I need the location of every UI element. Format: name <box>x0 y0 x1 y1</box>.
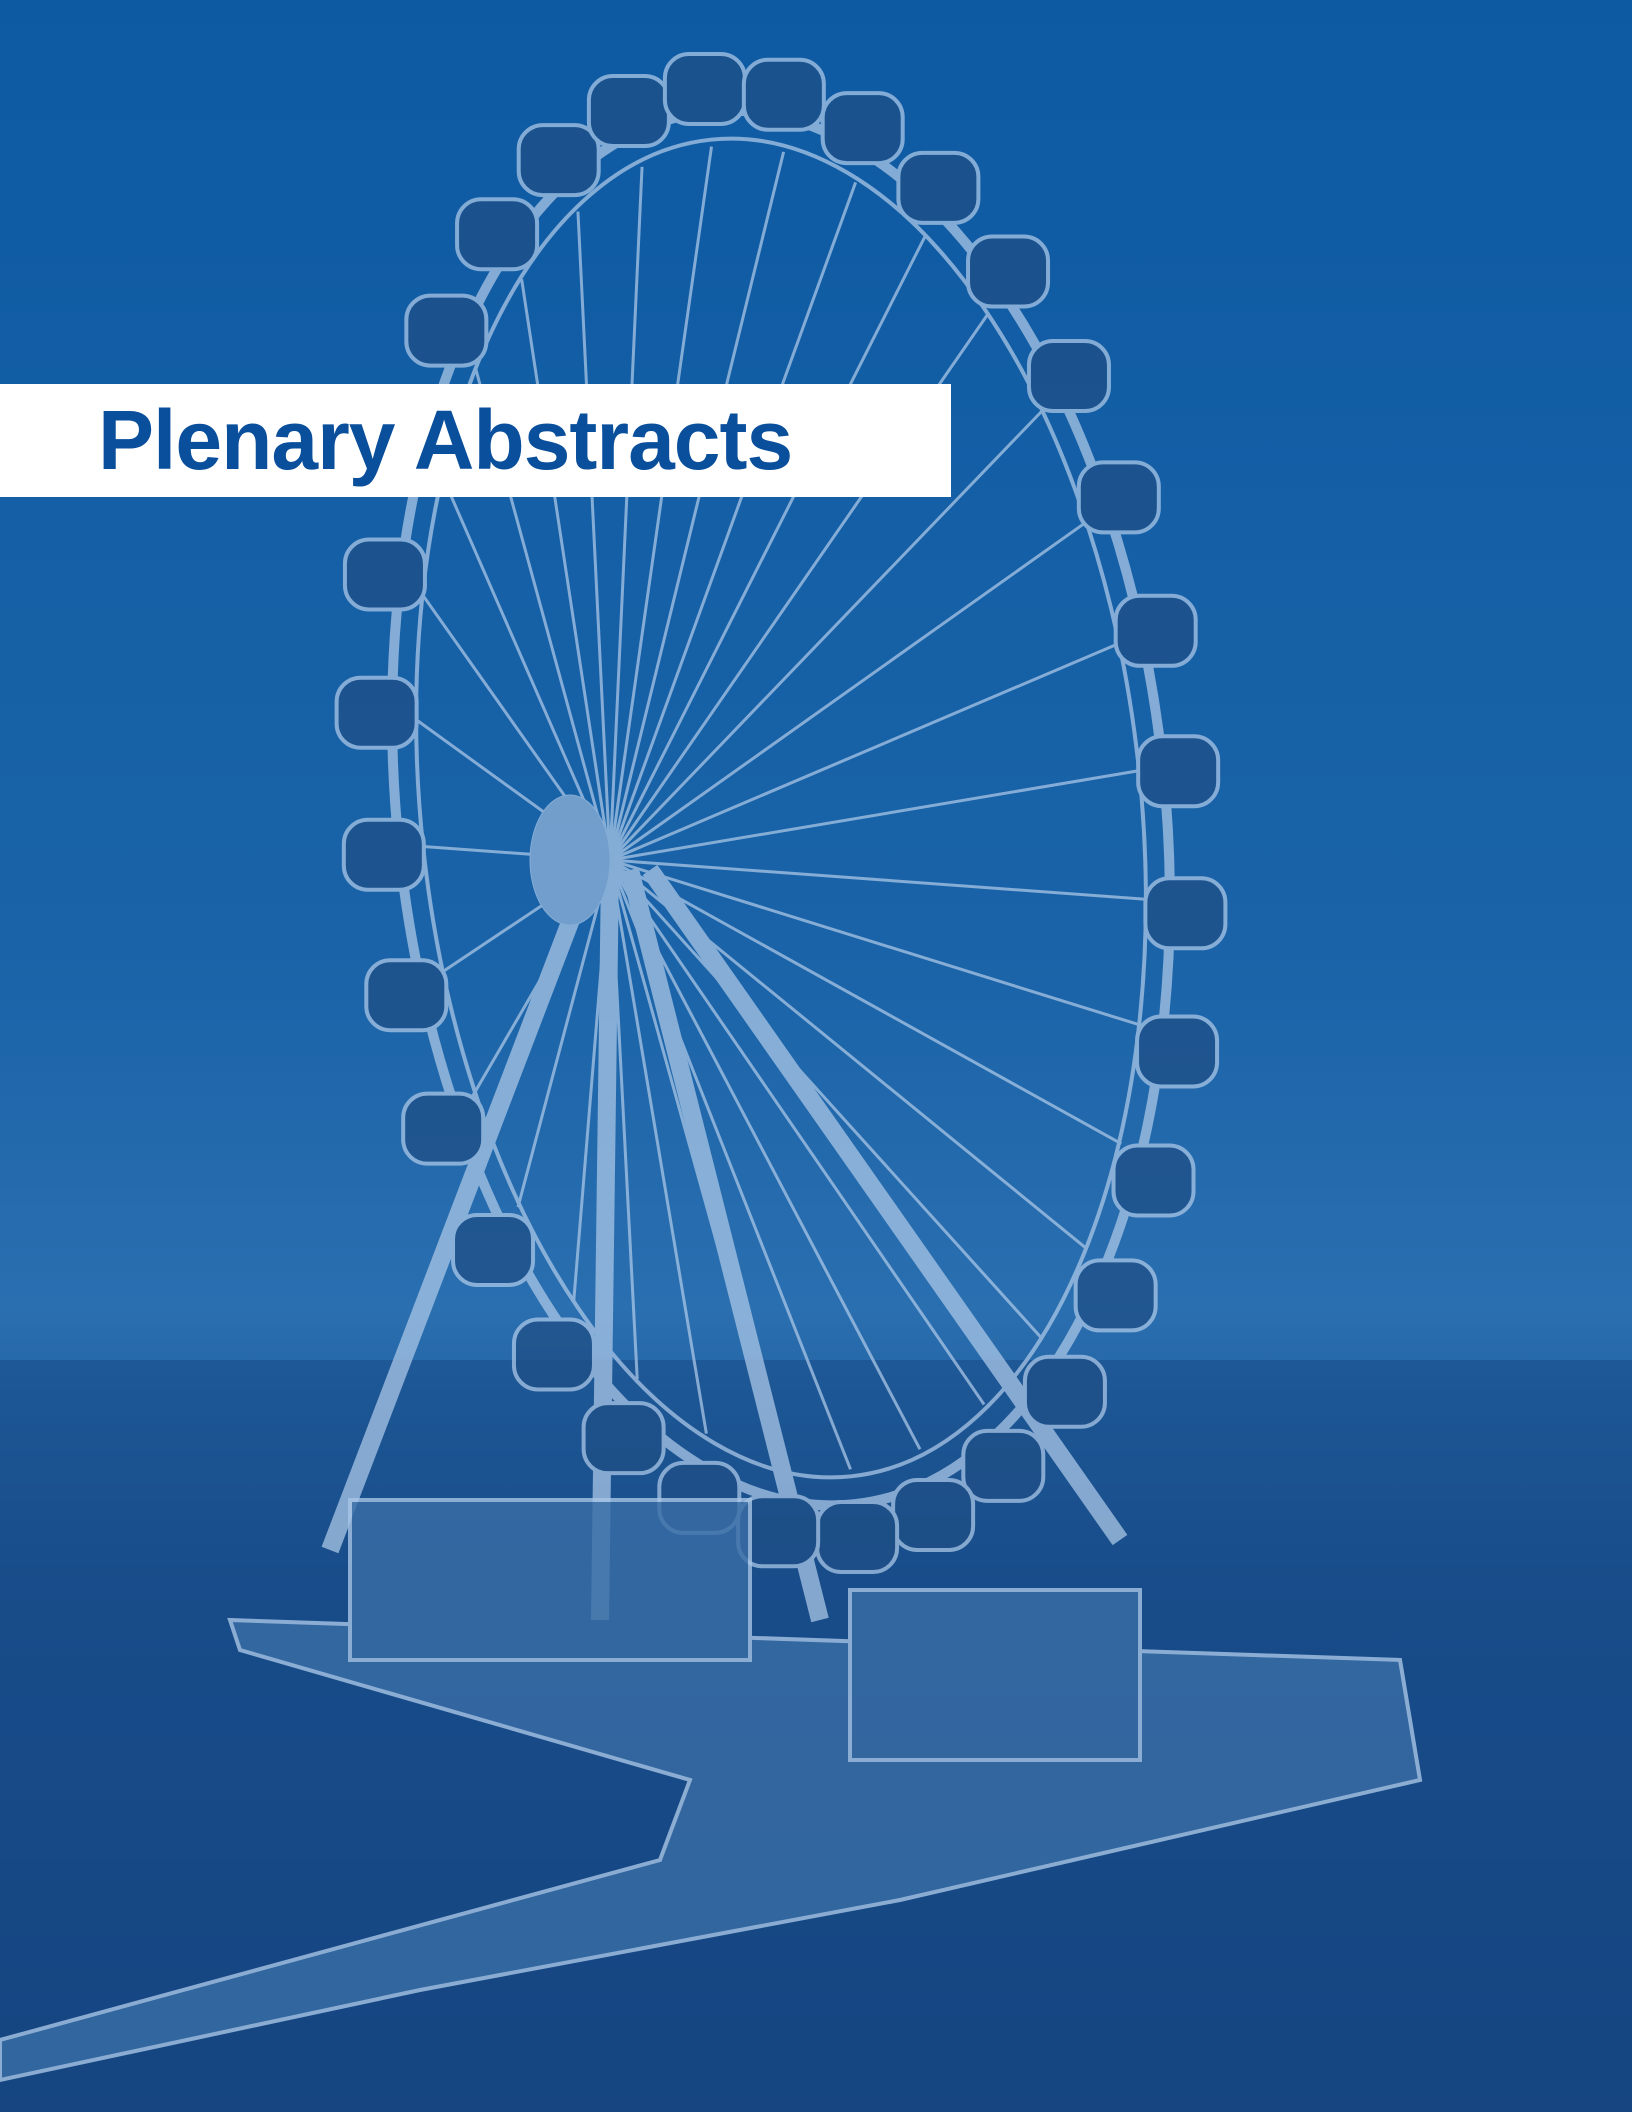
wheel-gondola <box>820 91 905 166</box>
wheel-spoke <box>608 151 786 861</box>
wheel-spoke <box>608 859 780 1465</box>
pier-building <box>848 1588 1142 1762</box>
wheel-spoke <box>520 279 612 861</box>
wheel-gondola <box>1022 1354 1107 1429</box>
wheel-gondola <box>581 1401 666 1476</box>
wheel-gondola <box>511 1317 596 1392</box>
wheel-spoke <box>572 859 612 1303</box>
wheel-gondola <box>364 958 449 1033</box>
wheel-spoke <box>608 859 922 1450</box>
wheel-hub <box>529 794 611 926</box>
wheel-leg <box>591 869 619 1621</box>
wheel-spoke <box>608 407 1046 862</box>
wheel-gondola <box>961 1428 1046 1503</box>
wheel-spoke <box>609 768 1145 862</box>
wheel-spoke <box>608 858 1042 1338</box>
wheel-spoke <box>608 236 927 861</box>
wheel-gondola <box>896 150 981 225</box>
wheel-gondola <box>662 51 747 126</box>
wheel-gondola <box>1076 460 1161 535</box>
wheel-gondola <box>741 57 826 132</box>
pier <box>0 1498 1423 2083</box>
wheel-spoke <box>608 859 852 1470</box>
wheel-spoke <box>609 640 1124 862</box>
wheel-gondola <box>334 675 419 750</box>
wheel-spoke <box>609 858 1123 1146</box>
wheel-spoke <box>609 858 1144 1028</box>
wheel-spoke <box>608 146 713 861</box>
wheel-spoke <box>609 858 1088 1250</box>
wheel-gondola <box>1113 593 1198 668</box>
wheel-gondola <box>891 1477 976 1552</box>
wheel-gondola <box>586 74 671 149</box>
wheel-gondola <box>451 1212 536 1287</box>
wheel-spoke <box>608 181 858 861</box>
wheel-gondola <box>1143 876 1228 951</box>
wheel-gondola <box>1136 734 1221 809</box>
wheel-gondola <box>1026 339 1111 414</box>
wheel-leg <box>642 864 1128 1546</box>
wheel-spoke <box>576 211 612 861</box>
wheel-gondola <box>1073 1258 1158 1333</box>
wheel-gondola <box>401 1091 486 1166</box>
wheel-gondola <box>516 123 601 198</box>
wheel-gondola <box>404 293 489 368</box>
wheel-spoke <box>609 858 1151 902</box>
wheel-spoke <box>608 859 708 1434</box>
wheel-gondola <box>341 817 426 892</box>
wheel-spoke <box>608 859 986 1406</box>
wheel-gondola <box>455 197 540 272</box>
wheel-gondola <box>1135 1014 1220 1089</box>
wheel-gondola <box>342 537 427 612</box>
title-banner: Plenary Abstracts <box>0 384 951 497</box>
wheel-spoke <box>516 859 612 1208</box>
wheel-gondola <box>815 1500 900 1575</box>
ferris-wheel <box>321 51 1228 1623</box>
wheel-spoke <box>439 471 612 861</box>
wheel-spoke <box>609 518 1091 862</box>
wheel-gondola <box>1111 1143 1196 1218</box>
wheel-leg <box>321 866 599 1554</box>
wheel-spoke <box>608 859 639 1380</box>
pier-building <box>348 1498 752 1662</box>
cover-title: Plenary Abstracts <box>98 393 793 487</box>
wheel-gondola <box>966 234 1051 309</box>
wheel-spoke <box>608 166 644 861</box>
